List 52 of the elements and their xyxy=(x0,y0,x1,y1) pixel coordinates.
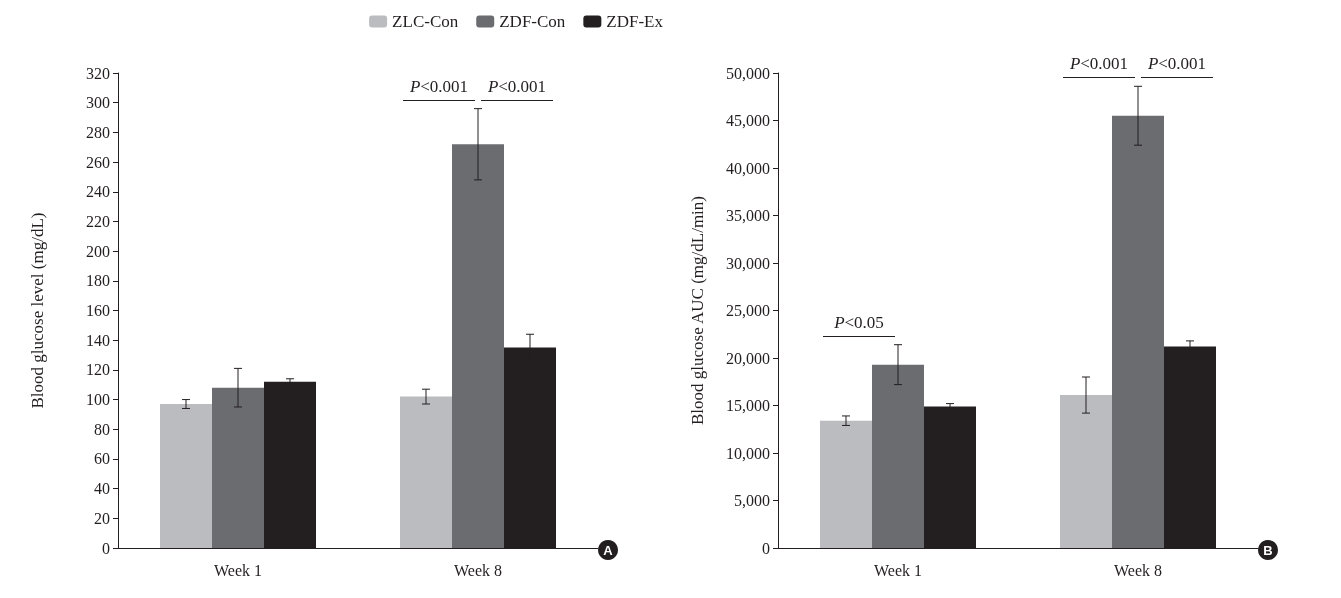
annotation: P<0.001 xyxy=(409,76,469,96)
y-tick-label: 260 xyxy=(86,153,110,171)
y-tick-label: 160 xyxy=(86,302,110,319)
bar xyxy=(1060,395,1112,548)
text: B xyxy=(1263,542,1273,558)
y-tick-label: 40 xyxy=(94,480,110,498)
y-axis-title: Blood glucose level (mg/dL) xyxy=(28,212,47,409)
y-tick-label: 200 xyxy=(86,242,110,260)
y-tick-label: 60 xyxy=(94,450,110,468)
annotation: P<0.001 xyxy=(1069,54,1129,74)
y-tick-label: 0 xyxy=(102,539,110,557)
y-tick-label: 240 xyxy=(86,183,110,201)
bar xyxy=(452,144,504,548)
legend-label: ZLC-Con xyxy=(392,12,459,31)
y-tick-label: 15,000 xyxy=(726,397,770,414)
y-tick-label: 0 xyxy=(762,539,770,557)
y-tick-label: 5,000 xyxy=(734,492,770,509)
y-tick-label: 20,000 xyxy=(726,349,770,367)
bar xyxy=(1112,115,1164,548)
y-tick-label: 25,000 xyxy=(726,302,770,319)
text: A xyxy=(603,542,614,558)
y-tick-label: 80 xyxy=(94,420,110,438)
y-tick-label: 10,000 xyxy=(726,444,770,462)
x-tick-label: Week 8 xyxy=(1113,561,1163,579)
y-tick-label: 50,000 xyxy=(726,64,770,82)
y-tick-label: 140 xyxy=(86,331,110,349)
y-tick-label: 100 xyxy=(86,391,110,409)
y-tick-label: 20 xyxy=(94,509,110,527)
x-tick-label: Week 1 xyxy=(213,561,263,579)
annotation: P<0.001 xyxy=(487,76,547,96)
annotation: P<0.05 xyxy=(834,312,884,332)
annotation: P<0.001 xyxy=(1147,54,1207,74)
y-tick-label: 220 xyxy=(86,212,110,230)
y-tick-label: 30,000 xyxy=(726,254,770,272)
y-tick-label: 180 xyxy=(86,272,110,290)
bar xyxy=(212,387,264,548)
y-tick-label: 300 xyxy=(86,94,110,112)
y-tick-label: 120 xyxy=(86,361,110,379)
y-tick-label: 35,000 xyxy=(726,207,770,224)
y-axis-title: Blood glucose AUC (mg/dL/min) xyxy=(688,195,707,426)
y-tick-label: 40,000 xyxy=(726,159,770,177)
x-tick-label: Week 1 xyxy=(873,561,923,579)
bar xyxy=(872,364,924,548)
bar xyxy=(820,420,872,548)
bar xyxy=(400,396,452,548)
y-tick-label: 320 xyxy=(86,64,110,82)
bar xyxy=(160,404,212,548)
x-tick-label: Week 8 xyxy=(453,561,503,579)
legend-label: ZDF-Con xyxy=(499,12,566,31)
y-tick-label: 280 xyxy=(86,123,110,141)
legend-label: ZDF-Ex xyxy=(606,12,664,31)
y-tick-label: 45,000 xyxy=(726,112,770,129)
